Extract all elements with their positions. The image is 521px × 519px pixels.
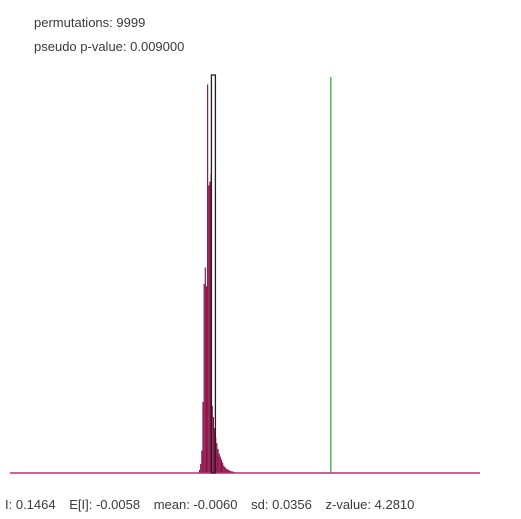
- histogram-bar: [203, 283, 205, 473]
- statistics-bar: I: 0.1464 E[I]: -0.0058 mean: -0.0060 sd…: [5, 497, 414, 513]
- histogram-bar: [212, 416, 214, 473]
- histogram-bar: [220, 459, 223, 473]
- histogram-bar: [207, 84, 209, 474]
- pseudo-p-value-label: pseudo p-value: 0.009000: [34, 39, 185, 54]
- histogram-bar: [222, 462, 224, 473]
- histogram-bar: [225, 468, 227, 473]
- histogram-bar: [217, 449, 219, 473]
- expected-i-value: E[I]: -0.0058: [69, 497, 141, 512]
- histogram-bar: [232, 471, 234, 473]
- histogram-bar: [218, 453, 220, 473]
- histogram-bar: [219, 456, 221, 473]
- histogram-bar: [231, 471, 233, 473]
- mean-value: mean: -0.0060: [153, 497, 238, 512]
- histogram-bar: [229, 470, 231, 473]
- moran-i-value: I: 0.1464: [5, 497, 56, 512]
- z-value: z-value: 4.2810: [325, 497, 415, 512]
- mean-marker: [210, 74, 217, 474]
- histogram-bar: [209, 181, 211, 474]
- histogram-bar: [224, 467, 226, 473]
- histogram-bar: [204, 267, 206, 473]
- histogram-bar: [200, 464, 202, 473]
- histogram-bar: [213, 428, 216, 473]
- histogram-bar: [198, 470, 201, 473]
- histogram-bars: [198, 84, 236, 474]
- histogram-bar: [211, 405, 213, 473]
- histogram-bar: [202, 402, 204, 473]
- histogram-bar: [201, 450, 203, 473]
- histogram-bar: [230, 470, 232, 473]
- histogram-bar: [208, 185, 210, 473]
- permutations-label: permutations: 9999: [34, 15, 146, 30]
- histogram-bar: [205, 286, 208, 473]
- histogram-bar: [223, 465, 225, 473]
- histogram-bar: [216, 443, 218, 473]
- histogram-bar: [226, 469, 228, 473]
- histogram-bar: [227, 470, 230, 473]
- sd-value: sd: 0.0356: [251, 497, 312, 512]
